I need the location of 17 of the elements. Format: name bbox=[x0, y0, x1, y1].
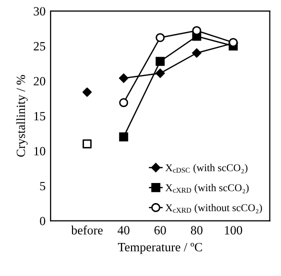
x-tick-label: before bbox=[71, 226, 103, 234]
y-tick-label: 25 bbox=[34, 42, 46, 50]
y-tick-label: 5 bbox=[40, 182, 46, 190]
x-axis-title: Temperature / ºC bbox=[118, 242, 202, 254]
x-tick-label: 40 bbox=[118, 226, 130, 234]
y-tick-label: 10 bbox=[34, 146, 46, 156]
y-tick-label: 0 bbox=[40, 216, 46, 226]
y-tick-label: 15 bbox=[34, 112, 46, 120]
y-tick-label: 20 bbox=[34, 76, 46, 86]
x-tick-label: 80 bbox=[190, 226, 202, 234]
legend-label: X$_{cDSC}$ (with scCO₂) bbox=[165, 164, 248, 174]
y-tick-label: 30 bbox=[34, 7, 46, 16]
legend-label: X$_{cXRD}$ (without scCO₂) bbox=[165, 204, 262, 214]
legend-label: X$_{cXRD}$ (with scCO₂) bbox=[165, 184, 249, 194]
x-tick-label: 100 bbox=[224, 226, 242, 234]
x-tick-label: 60 bbox=[154, 226, 166, 234]
y-axis-title: Crystallinity / % bbox=[16, 75, 28, 157]
